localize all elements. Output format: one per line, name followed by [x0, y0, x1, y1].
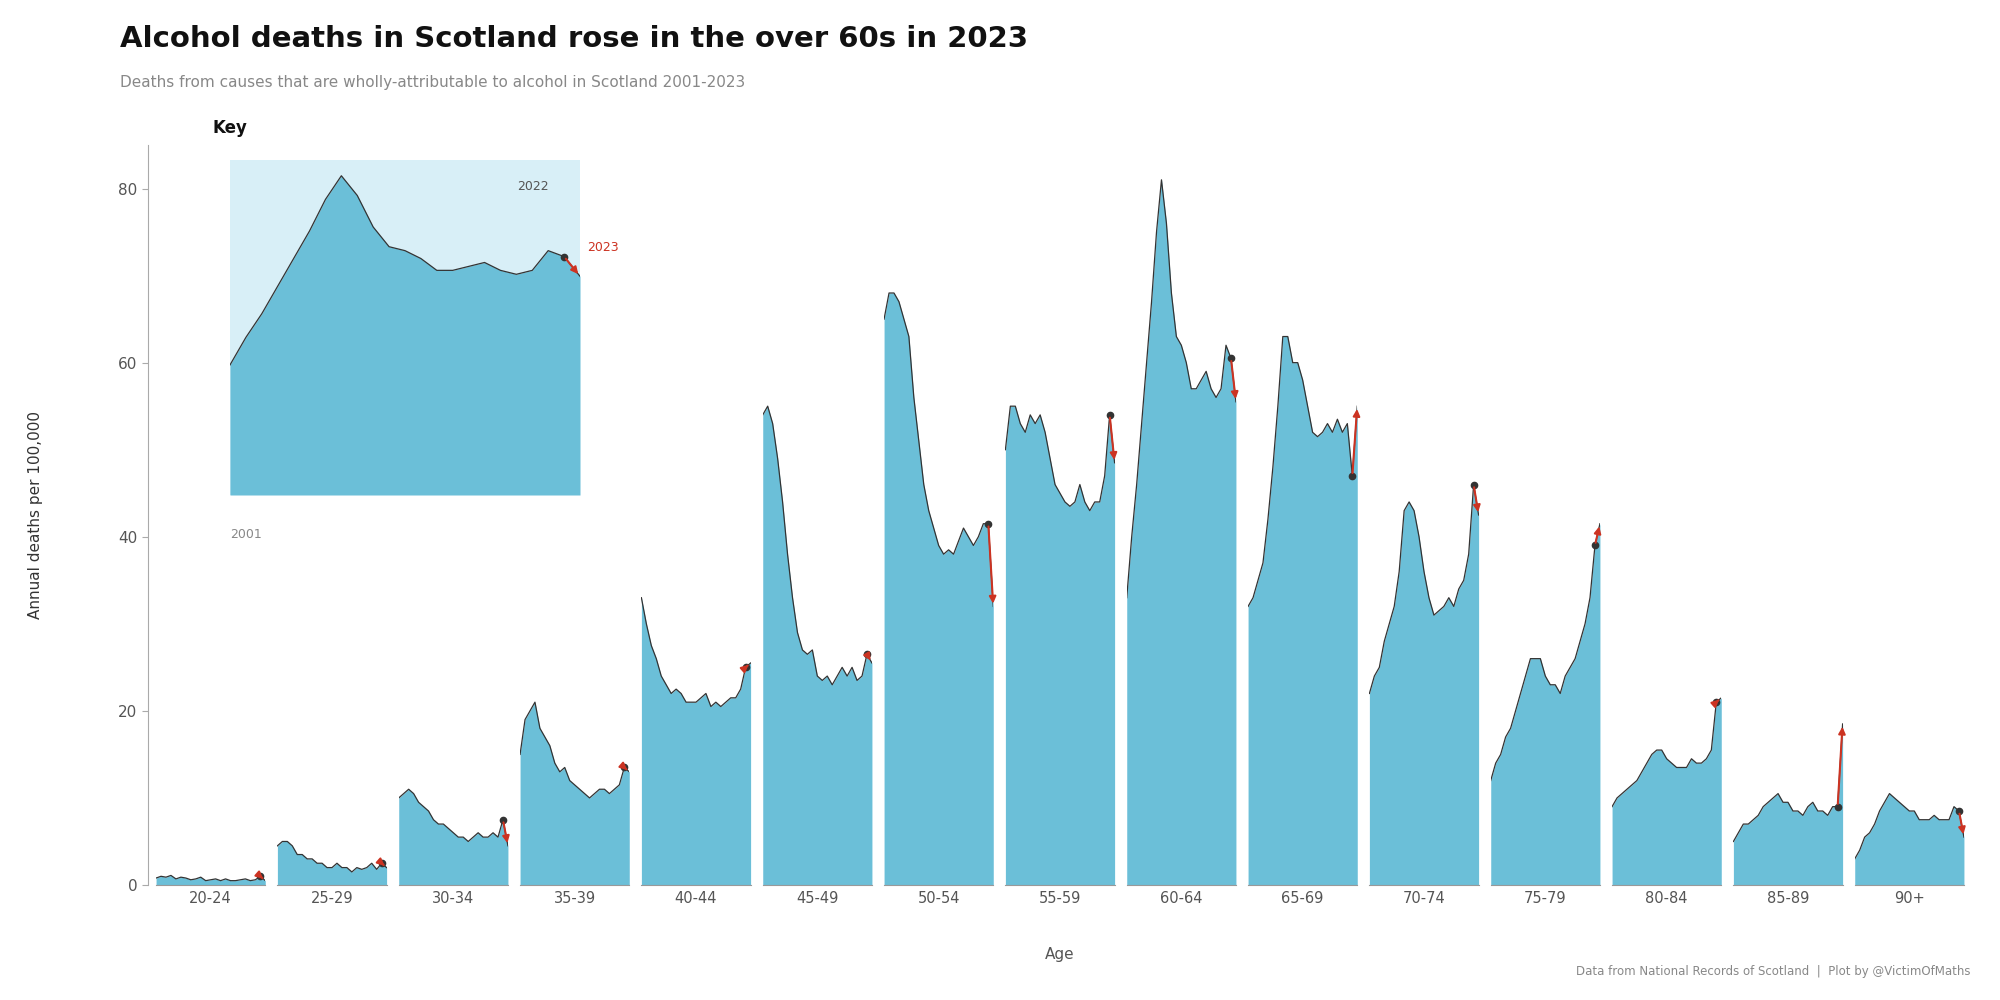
X-axis label: 75-79: 75-79: [1524, 891, 1566, 906]
X-axis label: 45-49: 45-49: [796, 891, 838, 906]
Text: Age: Age: [1046, 947, 1074, 962]
X-axis label: 20-24: 20-24: [190, 891, 232, 906]
X-axis label: 40-44: 40-44: [674, 891, 718, 906]
Text: 2023: 2023: [588, 241, 618, 254]
X-axis label: 65-69: 65-69: [1282, 891, 1324, 906]
Text: 2001: 2001: [230, 528, 262, 542]
Text: Alcohol deaths in Scotland rose in the over 60s in 2023: Alcohol deaths in Scotland rose in the o…: [120, 25, 1028, 53]
X-axis label: 90+: 90+: [1894, 891, 1924, 906]
Text: Deaths from causes that are wholly-attributable to alcohol in Scotland 2001-2023: Deaths from causes that are wholly-attri…: [120, 75, 746, 90]
X-axis label: 30-34: 30-34: [432, 891, 474, 906]
X-axis label: 85-89: 85-89: [1766, 891, 1810, 906]
X-axis label: 60-64: 60-64: [1160, 891, 1202, 906]
Text: Key: Key: [212, 119, 248, 137]
Text: 2022: 2022: [516, 180, 548, 193]
X-axis label: 70-74: 70-74: [1402, 891, 1446, 906]
X-axis label: 35-39: 35-39: [554, 891, 596, 906]
X-axis label: 50-54: 50-54: [918, 891, 960, 906]
X-axis label: 55-59: 55-59: [1038, 891, 1082, 906]
X-axis label: 25-29: 25-29: [310, 891, 354, 906]
X-axis label: 80-84: 80-84: [1646, 891, 1688, 906]
Text: Annual deaths per 100,000: Annual deaths per 100,000: [28, 411, 44, 619]
Text: Data from National Records of Scotland  |  Plot by @VictimOfMaths: Data from National Records of Scotland |…: [1576, 965, 1970, 978]
